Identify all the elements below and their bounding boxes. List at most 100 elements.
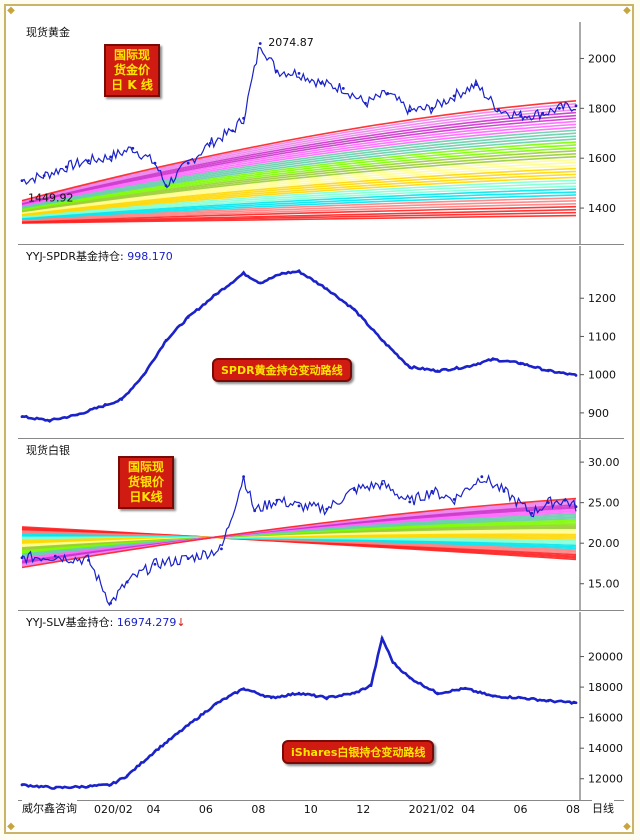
data-point (64, 165, 68, 169)
data-point (258, 281, 262, 285)
down-arrow-icon: ↓ (176, 616, 186, 629)
moving-average-line (21, 120, 577, 206)
moving-average-line (21, 141, 577, 210)
data-point (530, 511, 534, 515)
spdr-panel[interactable]: 900 1000 1100 1200 YYJ-SPDR基金持仓: 998.170 SP… (18, 246, 624, 439)
gold-badge: 国际现 货金价 日 K 线 (104, 44, 160, 97)
data-point (258, 42, 262, 45)
series-line (21, 634, 577, 790)
watermark-label: 威尔鑫咨询 (22, 800, 77, 816)
moving-average-line (21, 150, 577, 212)
gold-panel[interactable]: 1400 1600 1800 2000 2074.87 1449.92 现货黄金 国际现 … (18, 22, 624, 245)
data-point (408, 500, 412, 504)
x-tick-label: 10 (303, 803, 318, 816)
slv-panel[interactable]: 12000 14000 16000 18000 20000 YYJ-SLV基金持仓: 1… (18, 612, 624, 800)
gold-badge-line: 日 K 线 (111, 78, 153, 92)
data-point (186, 723, 190, 727)
moving-average-line (21, 191, 577, 220)
data-point (297, 504, 301, 508)
data-point (463, 687, 467, 691)
data-point (131, 146, 135, 150)
moving-average-line (21, 126, 577, 207)
data-point (280, 271, 284, 275)
moving-average-line (21, 100, 577, 202)
y-tick-label: 1800 (588, 102, 616, 115)
data-point (242, 475, 246, 479)
data-point (541, 111, 545, 115)
y-tick-label: 1100 (588, 330, 616, 343)
spdr-value: 998.170 (127, 250, 173, 263)
gold-chart-svg: 1400 1600 1800 2000 2074.87 1449.92 (20, 22, 616, 244)
moving-average-line (21, 202, 577, 222)
data-point (153, 161, 157, 165)
data-point (341, 86, 345, 90)
data-point (557, 106, 561, 110)
moving-average-line (21, 135, 577, 209)
data-point (109, 783, 113, 787)
silver-panel[interactable]: 15.00 20.00 25.00 30.00 现货白银 国际现 货银价 日K线 (18, 440, 624, 611)
silver-badge: 国际现 货银价 日K线 (118, 456, 174, 509)
data-point (109, 155, 113, 159)
gold-badge-line: 国际现 (113, 48, 150, 62)
data-point (153, 749, 157, 753)
y-tick-label: 14000 (588, 742, 623, 755)
moving-average-line (21, 158, 577, 213)
moving-average-line (21, 102, 577, 202)
data-point (53, 786, 57, 790)
data-point (380, 338, 384, 342)
y-tick-label: 16000 (588, 712, 623, 725)
data-point (353, 488, 356, 492)
data-point (430, 489, 434, 493)
data-point (452, 94, 456, 98)
x-tick-label: 04 (146, 803, 161, 816)
silver-badge-line: 日K线 (129, 490, 163, 504)
data-point (353, 691, 356, 695)
gold-badge-line: 货金价 (113, 63, 150, 77)
y-tick-label: 1600 (588, 152, 616, 165)
data-point (436, 691, 439, 695)
data-point (53, 554, 57, 558)
data-point (42, 174, 46, 178)
data-point (353, 308, 356, 312)
silver-badge-line: 国际现 (127, 460, 164, 474)
data-point (87, 784, 90, 788)
x-tick-label: 08 (566, 803, 580, 816)
moving-average-line (21, 161, 577, 214)
slv-value: 16974.279 (116, 616, 177, 629)
corner-ornament-icon: ◆ (623, 821, 631, 832)
data-point (87, 558, 90, 562)
data-point (242, 271, 246, 275)
price-annotation: 2074.87 (268, 36, 314, 49)
data-point (369, 684, 373, 687)
data-point (120, 398, 124, 401)
data-point (574, 701, 578, 705)
data-point (109, 601, 113, 605)
data-point (20, 783, 24, 787)
period-button[interactable]: 日线 (592, 800, 614, 816)
data-point (380, 482, 384, 486)
data-point (380, 636, 384, 640)
data-point (408, 676, 412, 680)
data-point (164, 184, 168, 188)
data-point (253, 509, 257, 513)
data-point (20, 556, 24, 560)
data-point (546, 501, 550, 505)
moving-average-line (21, 138, 577, 209)
moving-average-line (21, 211, 577, 224)
spdr-title-label: YYJ-SPDR基金持仓: (26, 250, 128, 263)
data-point (275, 69, 279, 73)
data-point (463, 365, 467, 369)
data-point (297, 72, 301, 75)
data-point (297, 270, 301, 273)
data-point (208, 141, 212, 145)
slv-title-label: YYJ-SLV基金持仓: (26, 616, 117, 629)
data-point (220, 547, 223, 551)
moving-average-line (21, 164, 577, 215)
slv-chart-svg: 12000 14000 16000 18000 20000 (20, 612, 623, 800)
x-tick-label: 08 (251, 803, 266, 816)
moving-average-line (21, 117, 577, 205)
data-point (186, 315, 190, 319)
spdr-chart-svg: 900 1000 1100 1200 (20, 246, 616, 438)
data-point (76, 413, 79, 417)
moving-average-line (21, 205, 577, 223)
